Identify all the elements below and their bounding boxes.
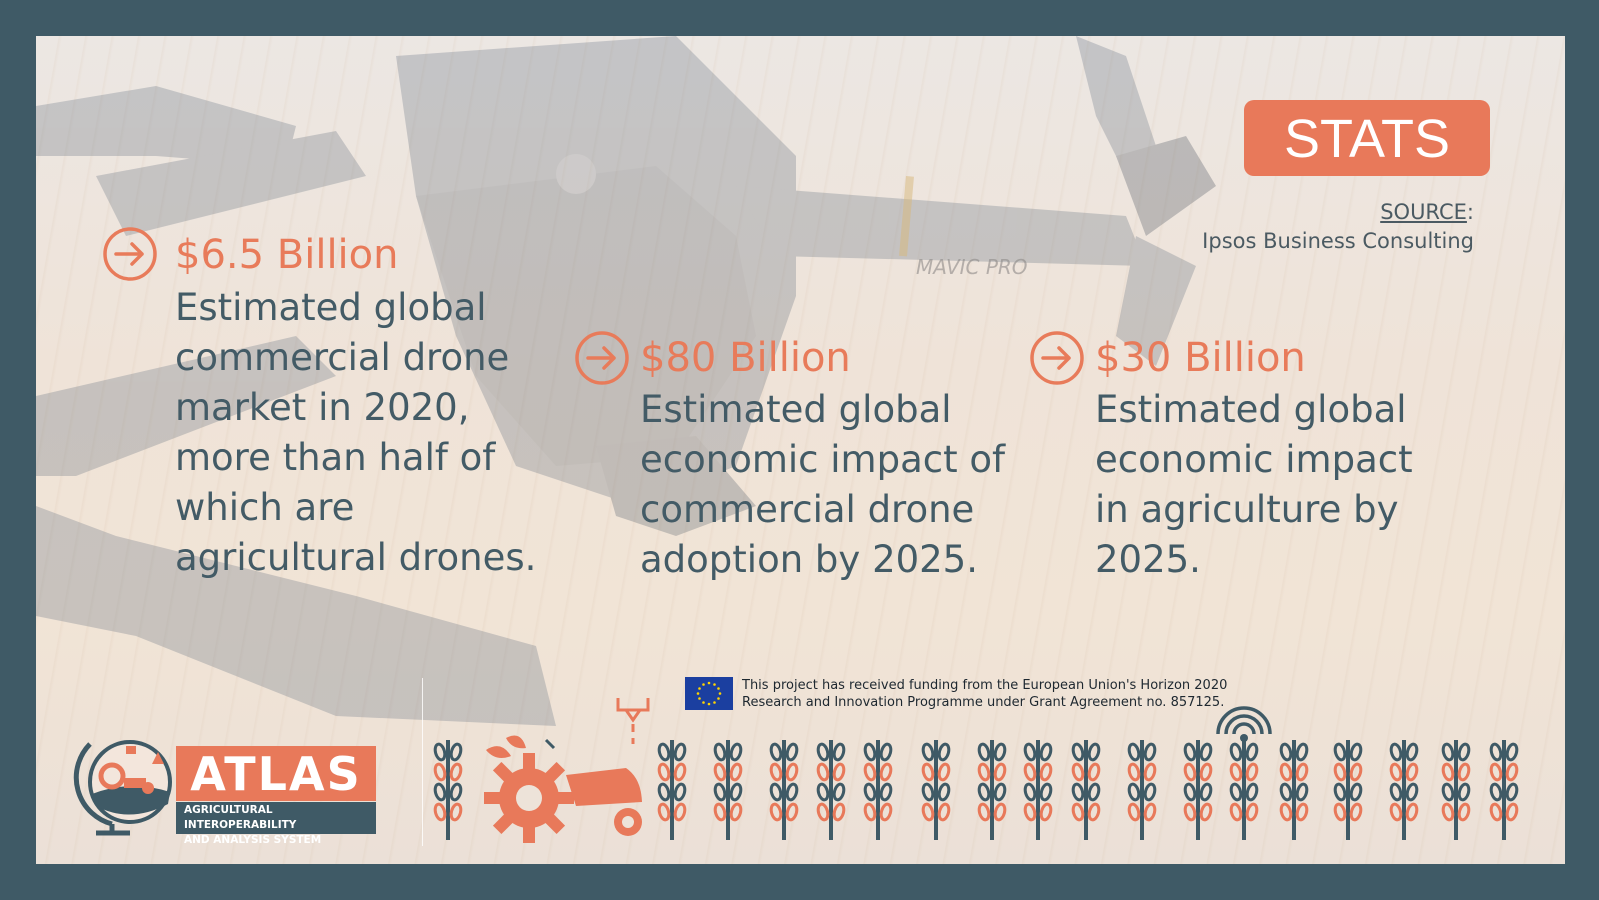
logo-subtitle-line2: AND ANALYSIS SYSTEM [184, 834, 322, 846]
wheat-icon [816, 740, 846, 840]
arrow-right-circle-icon [575, 331, 629, 385]
wheat-icon [1333, 740, 1363, 840]
logo-subtitle: AGRICULTURAL INTEROPERABILITY AND ANALYS… [176, 802, 376, 846]
source-attribution: SOURCE: Ipsos Business Consulting [1202, 198, 1474, 256]
source-label: SOURCE [1380, 200, 1467, 224]
stat-value-3: $30 Billion [1095, 335, 1306, 381]
wheat-icon [921, 740, 951, 840]
wheat-icon [1023, 740, 1053, 840]
footer-divider [422, 678, 423, 846]
wheat-icon [1071, 740, 1101, 840]
stats-badge: STATS [1244, 100, 1490, 176]
stat-description-3: Estimated global economic impact in agri… [1095, 388, 1413, 581]
wheat-icon [433, 740, 463, 840]
stat-value-1: $6.5 Billion [175, 232, 399, 278]
gear-icon [484, 753, 574, 843]
source-colon: : [1466, 200, 1474, 224]
funding-notice: This project has received funding from t… [742, 678, 1228, 710]
eu-flag-icon [685, 677, 733, 710]
stat-value-2: $80 Billion [640, 335, 851, 381]
wheat-icon [1127, 740, 1157, 840]
arrow-right-circle-icon [103, 227, 157, 281]
wheat-icon [769, 740, 799, 840]
globe-icon [73, 740, 172, 836]
source-name: Ipsos Business Consulting [1202, 229, 1474, 253]
wheat-icon [1441, 740, 1471, 840]
stat-description-2: Estimated global economic impact of comm… [640, 388, 1006, 581]
wheat-icon [1389, 740, 1419, 840]
logo-name: ATLAS [176, 746, 376, 801]
wheat-icon [863, 740, 893, 840]
wheat-icon [657, 740, 687, 840]
wheat-icon [1229, 740, 1259, 840]
wheat-icon [713, 740, 743, 840]
wheat-icon [1279, 740, 1309, 840]
wifi-icon [1216, 706, 1272, 742]
logo-subtitle-line1: AGRICULTURAL INTEROPERABILITY [184, 804, 297, 831]
wheat-icon [1183, 740, 1213, 840]
leaf-icon [486, 735, 526, 758]
drone-label: MAVIC PRO [916, 255, 1028, 279]
tractor-icon [544, 738, 642, 836]
farm-illustration [433, 698, 1519, 843]
arrow-right-circle-icon [1030, 331, 1084, 385]
wheat-icon [977, 740, 1007, 840]
stat-description-1: Estimated global commercial drone market… [175, 286, 537, 579]
drone-icon [616, 698, 650, 744]
drone-background-image: MAVIC PRO [36, 36, 1216, 726]
slide-canvas: MAVIC PRO STATS SOURCE: Ipsos Business C… [36, 36, 1565, 864]
wheat-icon [1489, 740, 1519, 840]
